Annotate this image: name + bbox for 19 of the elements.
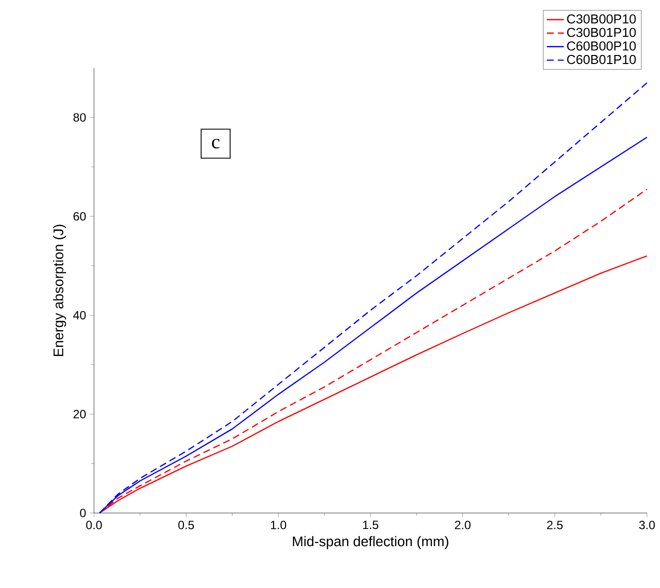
x-tick-label: 2.5 [547, 520, 563, 530]
legend-label: C30B00P10 [567, 14, 636, 24]
y-tick-label: 80 [73, 113, 86, 122]
x-tick-label: 0.5 [178, 520, 194, 530]
x-tick-label: 2.0 [454, 520, 471, 530]
legend-label: C60B00P10 [567, 41, 636, 51]
x-tick-label: 0.0 [86, 520, 102, 530]
annotation: c [212, 138, 220, 148]
x-tick-label: 1.0 [270, 520, 286, 530]
x-axis-title: Mid-span deflection (mm) [292, 536, 448, 550]
x-tick-label: 3.0 [639, 520, 655, 530]
legend-label: C30B01P10 [567, 28, 636, 38]
legend-label: C60B01P10 [567, 54, 636, 64]
x-tick-label: 1.5 [363, 520, 378, 530]
y-tick-label: 40 [73, 310, 86, 320]
y-tick-label: 60 [74, 212, 86, 221]
y-tick-label: 20 [74, 410, 86, 418]
y-tick-label: 0 [80, 508, 86, 518]
y-axis-title: Energy absorption (J) [53, 224, 66, 356]
